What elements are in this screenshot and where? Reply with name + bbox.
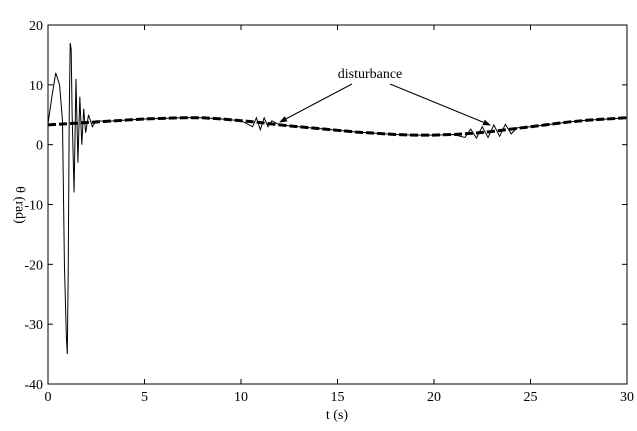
data-line bbox=[47, 116, 628, 137]
annotation: disturbance bbox=[338, 67, 403, 82]
data-line bbox=[47, 42, 628, 355]
y-tick-label: -40 bbox=[24, 378, 43, 393]
y-tick-label: 10 bbox=[29, 79, 43, 94]
x-tick-label: 20 bbox=[427, 390, 441, 405]
x-tick-label: 0 bbox=[45, 390, 52, 405]
x-tick-label: 5 bbox=[141, 390, 148, 405]
x-tick-label: 25 bbox=[524, 390, 538, 405]
x-axis-label: t (s) bbox=[326, 408, 349, 423]
y-tick-label: -10 bbox=[24, 199, 43, 214]
y-tick-label: -30 bbox=[24, 318, 43, 333]
y-tick-label: -20 bbox=[24, 258, 43, 273]
y-axis-label: θ (rad) bbox=[12, 186, 27, 224]
x-tick-label: 30 bbox=[620, 390, 634, 405]
x-tick-label: 10 bbox=[234, 390, 248, 405]
annotation-arrow bbox=[389, 83, 491, 126]
x-tick-label: 15 bbox=[331, 390, 345, 405]
y-tick-label: 0 bbox=[36, 139, 43, 154]
annotation-arrow bbox=[279, 83, 353, 123]
y-tick-label: 20 bbox=[29, 19, 43, 34]
